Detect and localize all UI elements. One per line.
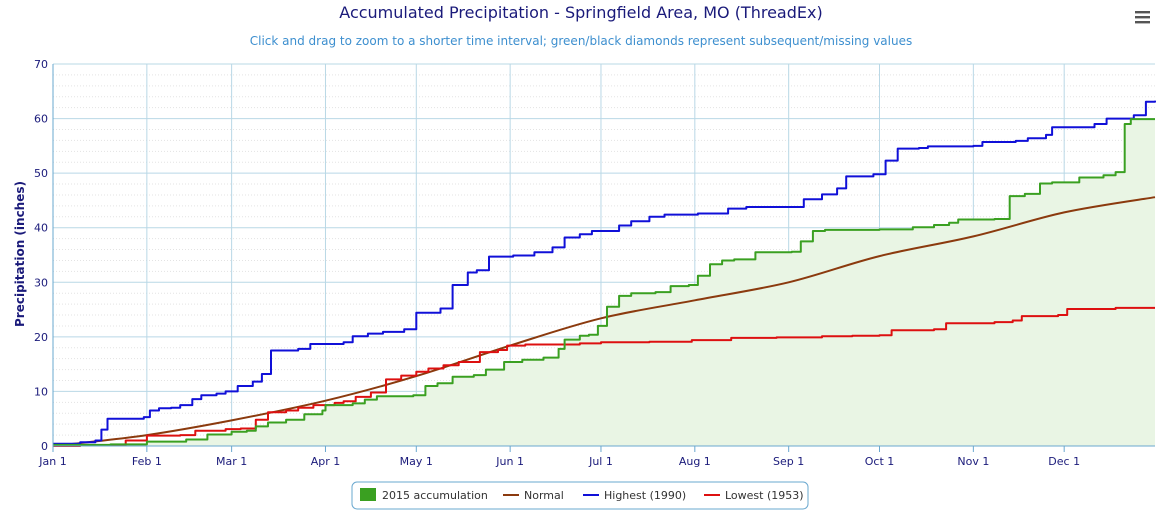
y-tick-label: 30 [34,276,48,289]
series-line-accumulation[interactable] [53,118,1155,446]
x-tick-label: Sep 1 [773,455,804,468]
series-line-highest[interactable] [53,100,1156,445]
legend-label: 2015 accumulation [382,489,488,502]
x-tick-label: Nov 1 [957,455,989,468]
accumulation-area [53,119,1155,446]
y-tick-label: 0 [41,440,48,453]
x-tick-label: Jan 1 [38,455,66,468]
y-tick-label: 40 [34,222,48,235]
y-tick-label: 10 [34,385,48,398]
legend-box [351,481,809,510]
legend-label: Lowest (1953) [725,489,804,502]
series-line-normal[interactable] [52,196,1156,447]
legend-item-highest[interactable]: Highest (1990) [583,489,686,502]
legend-label: Normal [524,489,564,502]
series-lines [52,100,1156,447]
legend-item-accumulation[interactable]: 2015 accumulation [360,488,488,502]
axes: 0 10 20 30 40 50 60 70 Jan 1 Feb 1 Mar 1 Apr 1 May 1… [34,58,1155,468]
x-tick-label: Apr 1 [311,455,341,468]
y-axis-label: Precipitation (inches) [13,181,27,327]
legend-label: Highest (1990) [604,489,686,502]
x-tick-label: Dec 1 [1048,455,1080,468]
legend-item-normal[interactable]: Normal [503,489,564,502]
legend: 2015 accumulation Normal Highest (1990) Low… [351,481,809,510]
legend-item-lowest[interactable]: Lowest (1953) [704,489,804,502]
x-tick-label: May 1 [400,455,433,468]
chart-title: Accumulated Precipitation - Springfield … [339,3,822,22]
accumulation-area-fill [53,119,1155,446]
series-line-lowest[interactable] [53,306,1155,447]
y-tick-label: 60 [34,113,48,126]
chart-subtitle: Click and drag to zoom to a shorter time… [250,34,912,48]
legend-swatch [360,488,376,501]
x-tick-label: Oct 1 [865,455,895,468]
y-tick-label: 50 [34,167,48,180]
x-tick-label: Aug 1 [679,455,711,468]
x-tick-label: Jun 1 [495,455,524,468]
x-tick-label: Feb 1 [132,455,162,468]
y-tick-label: 70 [34,58,48,71]
x-tick-label: Mar 1 [216,455,247,468]
hamburger-menu-icon[interactable] [1130,8,1150,28]
x-tick-label: Jul 1 [588,455,613,468]
y-tick-label: 20 [34,331,48,344]
